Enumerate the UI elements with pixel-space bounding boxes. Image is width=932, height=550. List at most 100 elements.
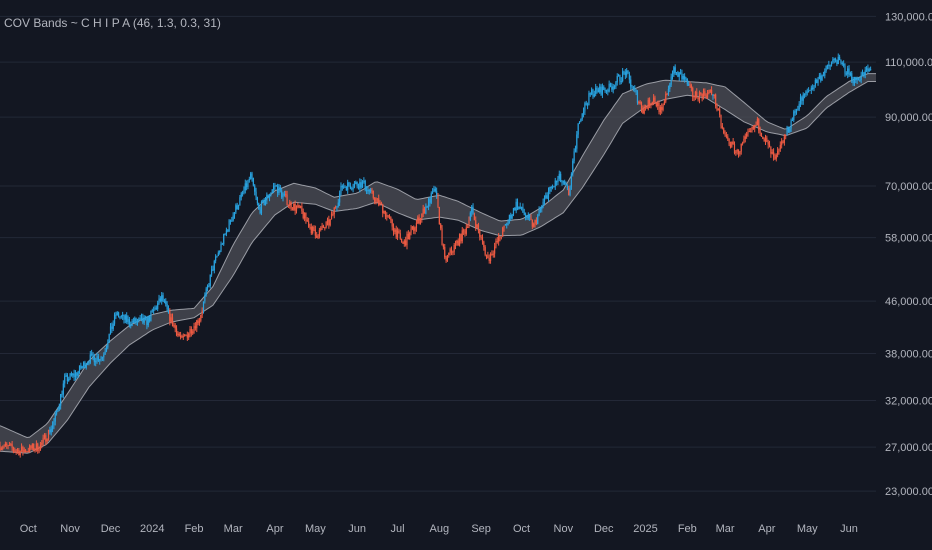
price-bar-body bbox=[438, 206, 440, 225]
price-bar-body bbox=[599, 86, 601, 93]
price-bar-body bbox=[267, 195, 269, 198]
price-bar-body bbox=[460, 234, 462, 242]
price-bar-body bbox=[779, 145, 781, 149]
price-bar-body bbox=[169, 310, 171, 322]
price-bar-body bbox=[433, 188, 435, 192]
price-bar-body bbox=[175, 328, 178, 336]
price-bar-body bbox=[84, 362, 86, 368]
price-axis[interactable]: 130,000.00 110,000.00 90,000.00 70,000.00 58… bbox=[885, 11, 932, 498]
price-bar-body bbox=[410, 228, 412, 233]
price-bar-body bbox=[844, 65, 846, 74]
price-bar-body bbox=[689, 84, 691, 86]
price-bar-body bbox=[495, 240, 497, 247]
price-bar-body bbox=[229, 220, 232, 222]
price-bar-body bbox=[457, 240, 459, 246]
price-bar-body bbox=[685, 78, 687, 80]
price-bar-body bbox=[107, 342, 109, 348]
price-bar-body bbox=[452, 251, 454, 253]
price-bar-body bbox=[398, 230, 400, 234]
price-bar-body bbox=[126, 315, 128, 323]
price-bar-body bbox=[764, 137, 767, 141]
price-bar-body bbox=[494, 246, 496, 254]
price-bar-body bbox=[210, 269, 213, 275]
indicator-label[interactable]: COV Bands ~ C H I P A (46, 1.3, 0.3, 31) bbox=[4, 16, 221, 30]
price-bar-body bbox=[834, 59, 837, 61]
price-bar-body bbox=[523, 212, 525, 215]
price-bar-body bbox=[299, 205, 302, 208]
price-bar-body bbox=[604, 89, 606, 92]
price-bar-body bbox=[845, 73, 847, 75]
price-bar-body bbox=[27, 451, 29, 453]
price-bar-body bbox=[630, 79, 632, 87]
price-bar-body bbox=[51, 425, 54, 429]
price-bar-body bbox=[612, 86, 614, 90]
price-bar-body bbox=[830, 62, 833, 66]
price-bar-body bbox=[19, 451, 21, 456]
band-lower-line bbox=[0, 81, 876, 454]
price-bar-body bbox=[87, 362, 89, 365]
price-bar-body bbox=[461, 230, 463, 242]
price-bar-body bbox=[549, 186, 551, 192]
price-bar-body bbox=[473, 214, 475, 221]
price-bar-body bbox=[801, 97, 803, 101]
price-bar-body bbox=[33, 443, 35, 451]
price-bar-body bbox=[720, 114, 722, 126]
price-bar-body bbox=[607, 90, 609, 92]
price-bar-body bbox=[657, 102, 659, 107]
price-bar-body bbox=[712, 94, 714, 97]
time-axis[interactable]: Oct Nov Dec 2024 Feb Mar Apr May Jun Jul Aug Sep Oct… bbox=[20, 523, 858, 535]
price-bar-body bbox=[29, 445, 31, 452]
price-bar-body bbox=[173, 325, 175, 327]
price-bar-body bbox=[752, 126, 754, 129]
price-bar-body bbox=[648, 99, 651, 106]
price-bar-body bbox=[223, 234, 225, 245]
price-bar-body bbox=[698, 92, 701, 100]
price-tick-label: 38,000.00 bbox=[885, 348, 932, 360]
price-bar-body bbox=[516, 201, 519, 210]
price-bar-body bbox=[309, 226, 311, 228]
price-bar-body bbox=[771, 152, 773, 154]
price-bar-body bbox=[632, 87, 635, 89]
price-bar-body bbox=[47, 429, 50, 440]
price-bar-body bbox=[547, 191, 550, 199]
price-bar-body bbox=[646, 107, 648, 109]
price-bar-body bbox=[865, 68, 868, 71]
price-bar-body bbox=[833, 59, 835, 61]
price-bar-body bbox=[220, 243, 222, 251]
price-bar-body bbox=[316, 235, 318, 238]
price-bar-body bbox=[286, 194, 288, 206]
price-bar-body bbox=[258, 203, 260, 210]
price-bar-body bbox=[395, 229, 397, 238]
price-bar-body bbox=[407, 233, 409, 240]
price-bar-body bbox=[379, 202, 381, 205]
price-bar-body bbox=[596, 87, 598, 90]
price-bar-body bbox=[206, 285, 209, 289]
price-bar-body bbox=[78, 365, 81, 372]
time-tick-label: Mar bbox=[224, 523, 243, 535]
price-bar-body bbox=[394, 229, 396, 232]
price-bar-body bbox=[225, 230, 228, 234]
price-bar-body bbox=[777, 150, 779, 155]
time-tick-label: Feb bbox=[678, 523, 697, 535]
price-tick-label: 27,000.00 bbox=[885, 442, 932, 454]
price-bar-body bbox=[868, 69, 870, 72]
price-bar-body bbox=[23, 450, 25, 453]
price-bar-body bbox=[268, 195, 271, 198]
price-bar-body bbox=[92, 353, 94, 357]
price-bar-body bbox=[531, 219, 533, 227]
price-bar-body bbox=[684, 76, 686, 80]
price-bar-body bbox=[600, 86, 602, 95]
price-bar-body bbox=[425, 206, 427, 214]
price-bar-body bbox=[642, 109, 644, 114]
price-bar-body bbox=[576, 134, 578, 149]
price-bar-body bbox=[708, 92, 710, 94]
price-bar-body bbox=[775, 154, 777, 159]
price-bar-body bbox=[11, 444, 13, 449]
price-bar-body bbox=[805, 91, 807, 95]
price-bar-body bbox=[41, 442, 43, 445]
price-bar-body bbox=[465, 227, 467, 234]
price-bar-body bbox=[820, 75, 822, 81]
price-bar-body bbox=[418, 217, 420, 224]
time-tick-label: Oct bbox=[20, 523, 37, 535]
